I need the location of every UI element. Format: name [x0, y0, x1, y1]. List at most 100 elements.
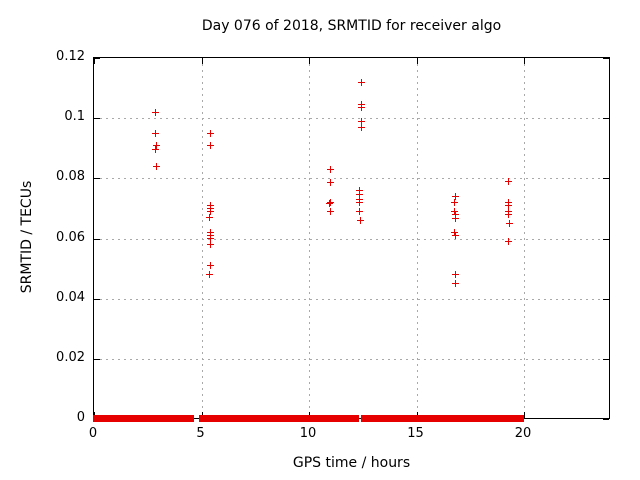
y-tick-label: 0	[76, 410, 85, 425]
y-tick-label: 0.12	[56, 49, 85, 64]
chart-title: Day 076 of 2018, SRMTID for receiver alg…	[201, 18, 502, 34]
y-tick-left	[94, 58, 100, 59]
gridline-vertical	[416, 58, 418, 418]
zero-band-segment	[505, 415, 525, 422]
data-point-plus-marker	[451, 231, 459, 239]
gridline-horizontal	[94, 298, 609, 300]
data-point-plus-marker	[355, 207, 363, 215]
data-point-plus-marker	[504, 201, 512, 209]
y-tick-label: 0.04	[56, 289, 85, 305]
data-point-plus-marker	[504, 210, 512, 218]
y-tick-right	[603, 118, 609, 120]
data-point-plus-marker	[355, 186, 363, 194]
x-tick-label: 20	[514, 426, 532, 441]
zero-band-segment	[483, 415, 508, 422]
zero-band-segment	[216, 415, 227, 422]
data-point-plus-marker	[326, 200, 334, 208]
data-point-plus-marker	[356, 198, 364, 206]
zero-band-segment	[176, 415, 194, 422]
zero-band-segment	[115, 415, 133, 422]
data-point-plus-marker	[206, 241, 214, 249]
x-axis-label: GPS time / hours	[292, 455, 411, 471]
data-point-plus-marker	[206, 213, 214, 221]
y-tick-left	[94, 358, 100, 360]
zero-band-segment	[425, 415, 457, 422]
data-point-plus-marker	[152, 129, 160, 137]
y-tick-right	[603, 298, 609, 300]
data-point-plus-marker	[451, 210, 459, 218]
data-point-plus-marker	[451, 215, 459, 223]
zero-band-segment	[198, 415, 208, 422]
x-tick-top	[416, 58, 418, 64]
y-tick-label: 0.08	[56, 169, 85, 185]
y-tick-right	[603, 358, 609, 360]
data-point-plus-marker	[451, 280, 459, 288]
zero-band-segment	[93, 415, 117, 422]
y-tick-left	[94, 178, 100, 180]
zero-band-segment	[339, 415, 359, 422]
x-tick-label: 5	[196, 426, 205, 441]
data-point-plus-marker	[451, 192, 459, 200]
x-tick-bottom	[524, 412, 525, 418]
zero-band-segment	[205, 415, 218, 422]
data-point-plus-marker	[451, 207, 459, 215]
x-tick-top	[94, 58, 95, 64]
zero-band-segment	[161, 415, 179, 422]
data-point-plus-marker	[451, 271, 459, 279]
data-point-plus-marker	[206, 262, 214, 270]
data-point-plus-marker	[206, 141, 214, 149]
data-point-plus-marker	[358, 104, 366, 112]
y-tick-left	[94, 298, 100, 300]
gridline-vertical	[201, 58, 203, 418]
gridline-horizontal	[94, 358, 609, 360]
data-point-plus-marker	[151, 146, 159, 154]
x-tick-top	[524, 58, 525, 64]
gridline-vertical	[524, 58, 525, 418]
data-point-plus-marker	[326, 179, 334, 187]
data-point-plus-marker	[152, 162, 160, 170]
data-point-plus-marker	[355, 191, 363, 199]
zero-band-segment	[130, 415, 148, 422]
y-tick-right	[603, 238, 609, 240]
zero-band-segment	[224, 415, 331, 422]
x-tick-top	[201, 58, 203, 64]
data-point-plus-marker	[206, 129, 214, 137]
gridline-horizontal	[94, 178, 609, 180]
data-point-plus-marker	[326, 165, 334, 173]
data-point-plus-marker	[327, 198, 334, 206]
zero-band-segment	[328, 415, 342, 422]
data-point-plus-marker	[357, 101, 365, 109]
data-point-plus-marker	[206, 207, 214, 215]
data-point-plus-marker	[358, 123, 366, 131]
data-point-plus-marker	[358, 117, 366, 125]
data-point-plus-marker	[504, 177, 512, 185]
data-point-plus-marker	[205, 271, 213, 279]
y-tick-label: 0.06	[56, 229, 85, 245]
data-point-plus-marker	[356, 216, 364, 224]
gridline-horizontal	[94, 118, 609, 120]
data-point-plus-marker	[327, 207, 334, 215]
x-tick-label: 15	[407, 426, 424, 441]
y-tick-left	[94, 118, 100, 120]
data-point-plus-marker	[451, 198, 459, 206]
zero-band-segment	[145, 415, 163, 422]
y-tick-left	[94, 238, 100, 240]
zero-band-segment	[454, 415, 486, 422]
zero-band-segment	[395, 415, 428, 422]
zero-band-segment	[386, 415, 393, 422]
gridline-vertical	[309, 58, 310, 418]
zero-band-segment	[380, 415, 389, 422]
x-tick-label: 0	[88, 426, 98, 441]
data-point-plus-marker	[358, 78, 366, 86]
data-point-plus-marker	[505, 219, 513, 227]
y-tick-label: 0.02	[56, 349, 85, 365]
data-point-plus-marker	[504, 238, 512, 245]
y-tick-right	[603, 58, 609, 59]
y-tick-label: 0.1	[64, 109, 85, 125]
y-tick-right	[603, 178, 609, 180]
y-tick-right	[603, 419, 609, 420]
x-tick-label: 10	[299, 426, 317, 441]
data-point-plus-marker	[152, 108, 160, 116]
gridline-horizontal	[94, 238, 609, 240]
zero-band-segment	[389, 415, 396, 422]
